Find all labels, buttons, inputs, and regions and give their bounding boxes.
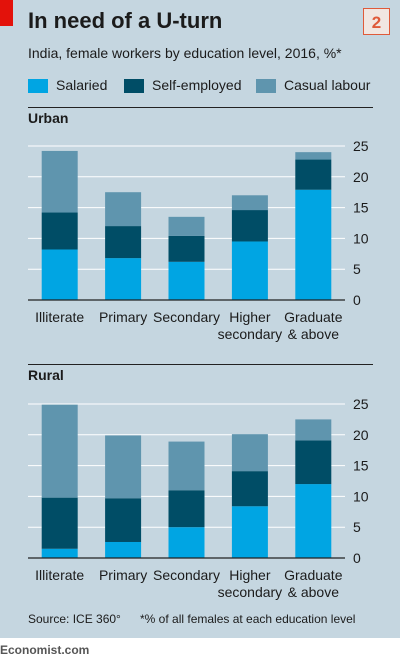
chart-urban-bar-salaried: [168, 261, 205, 300]
chart-rural-bar-self-employed: [231, 471, 268, 507]
chart-rural-bar-self-employed: [295, 440, 332, 485]
legend-swatch-casual-labour: [256, 79, 276, 93]
chart-urban-y-tick-label: 0: [353, 292, 361, 308]
chart-rural-y-tick-label: 5: [353, 519, 361, 535]
chart-urban-bar-self-employed: [105, 226, 142, 259]
chart-rural-y-tick-label: 15: [353, 458, 369, 474]
legend: Salaried Self-employed Casual labour: [28, 76, 400, 96]
legend-swatch-self-employed: [124, 79, 144, 93]
chart-rural-x-tick-label: Higher secondary: [218, 567, 283, 600]
chart-rural-y-tick-label: 25: [353, 396, 369, 412]
chart-rural-bar-casual-labour: [231, 434, 268, 472]
chart-rural-bar-casual-labour: [168, 441, 205, 491]
chart-urban-y-tick-label: 10: [353, 230, 369, 246]
chart-urban-x-tick-label: Secondary: [153, 309, 220, 325]
chart-urban-bar-salaried: [41, 249, 78, 300]
brand-red-tab: [0, 0, 13, 26]
chart-urban-bar-casual-labour: [295, 152, 332, 160]
chart-urban-y-tick-label: 5: [353, 261, 361, 277]
chart-rural-y-tick-label: 20: [353, 427, 369, 443]
chart-title: In need of a U-turn: [28, 8, 223, 33]
urban-panel-title: Urban: [28, 110, 69, 126]
footnote: *% of all females at each education leve…: [140, 612, 356, 626]
chart-urban-bar-casual-labour: [168, 216, 205, 236]
chart-urban-y-tick-label: 20: [353, 169, 369, 185]
chart-rural-x-tick-label: Illiterate: [35, 567, 84, 583]
chart-rural-x-tick-label: Secondary: [153, 567, 220, 583]
rural-panel-title: Rural: [28, 367, 64, 383]
chart-rural-bar-self-employed: [168, 490, 205, 528]
chart-rural-bar-salaried: [105, 541, 142, 558]
chart-number-badge: 2: [363, 8, 390, 35]
legend-label-self-employed: Self-employed: [152, 77, 242, 93]
chart-urban-bar-self-employed: [41, 212, 78, 250]
chart-urban-y-tick-label: 15: [353, 200, 369, 216]
chart-urban-x-tick-label: Higher secondary: [218, 309, 283, 342]
chart-urban-bar-salaried: [231, 241, 268, 300]
chart-rural-bar-self-employed: [105, 498, 142, 542]
chart-rural-bar-casual-labour: [295, 419, 332, 441]
source-note: Source: ICE 360°: [28, 612, 121, 626]
chart-urban-x-tick-label: Illiterate: [35, 309, 84, 325]
chart-urban-bar-self-employed: [231, 210, 268, 242]
chart-urban-bar-self-employed: [168, 235, 205, 262]
brand-footer: Economist.com: [0, 643, 90, 657]
chart-urban-bar-casual-labour: [41, 150, 78, 213]
chart-urban-y-tick-label: 25: [353, 138, 369, 154]
chart-rural-bar-salaried: [168, 527, 205, 558]
chart-rural-bar-salaried: [41, 548, 78, 558]
chart-urban-bar-salaried: [105, 258, 142, 300]
legend-label-casual-labour: Casual labour: [284, 77, 371, 93]
chart-urban-bar-casual-labour: [105, 192, 142, 227]
chart-rural-bar-casual-labour: [41, 404, 78, 498]
chart-rural-bar-salaried: [231, 506, 268, 558]
chart-rural-bar-self-employed: [41, 497, 78, 549]
legend-swatch-salaried: [28, 79, 48, 93]
chart-rural-bar-casual-labour: [105, 435, 142, 499]
chart-subtitle: India, female workers by education level…: [28, 45, 342, 61]
chart-urban-bar-self-employed: [295, 159, 332, 190]
legend-label-salaried: Salaried: [56, 77, 108, 93]
chart-rural-bar-salaried: [295, 484, 332, 558]
chart-urban-x-tick-label: Graduate & above: [284, 309, 343, 342]
rural-panel-rule: [28, 364, 373, 365]
chart-urban-bar-salaried: [295, 189, 332, 300]
chart-urban-x-tick-label: Primary: [99, 309, 147, 325]
rural-chart: 0 5 10 15 20 25 Illiterate Primary Secondary High…: [28, 396, 369, 600]
chart-rural-x-tick-label: Graduate & above: [284, 567, 343, 600]
chart-card: In need of a U-turn 2 India, female work…: [0, 0, 400, 638]
urban-panel-rule: [28, 107, 373, 108]
urban-chart: 0 5 10 15 20 25 Illiterate Primary Secondary High…: [28, 138, 369, 342]
chart-rural-x-tick-label: Primary: [99, 567, 147, 583]
chart-rural-y-tick-label: 10: [353, 488, 369, 504]
chart-rural-y-tick-label: 0: [353, 550, 361, 566]
chart-urban-bar-casual-labour: [231, 195, 268, 211]
